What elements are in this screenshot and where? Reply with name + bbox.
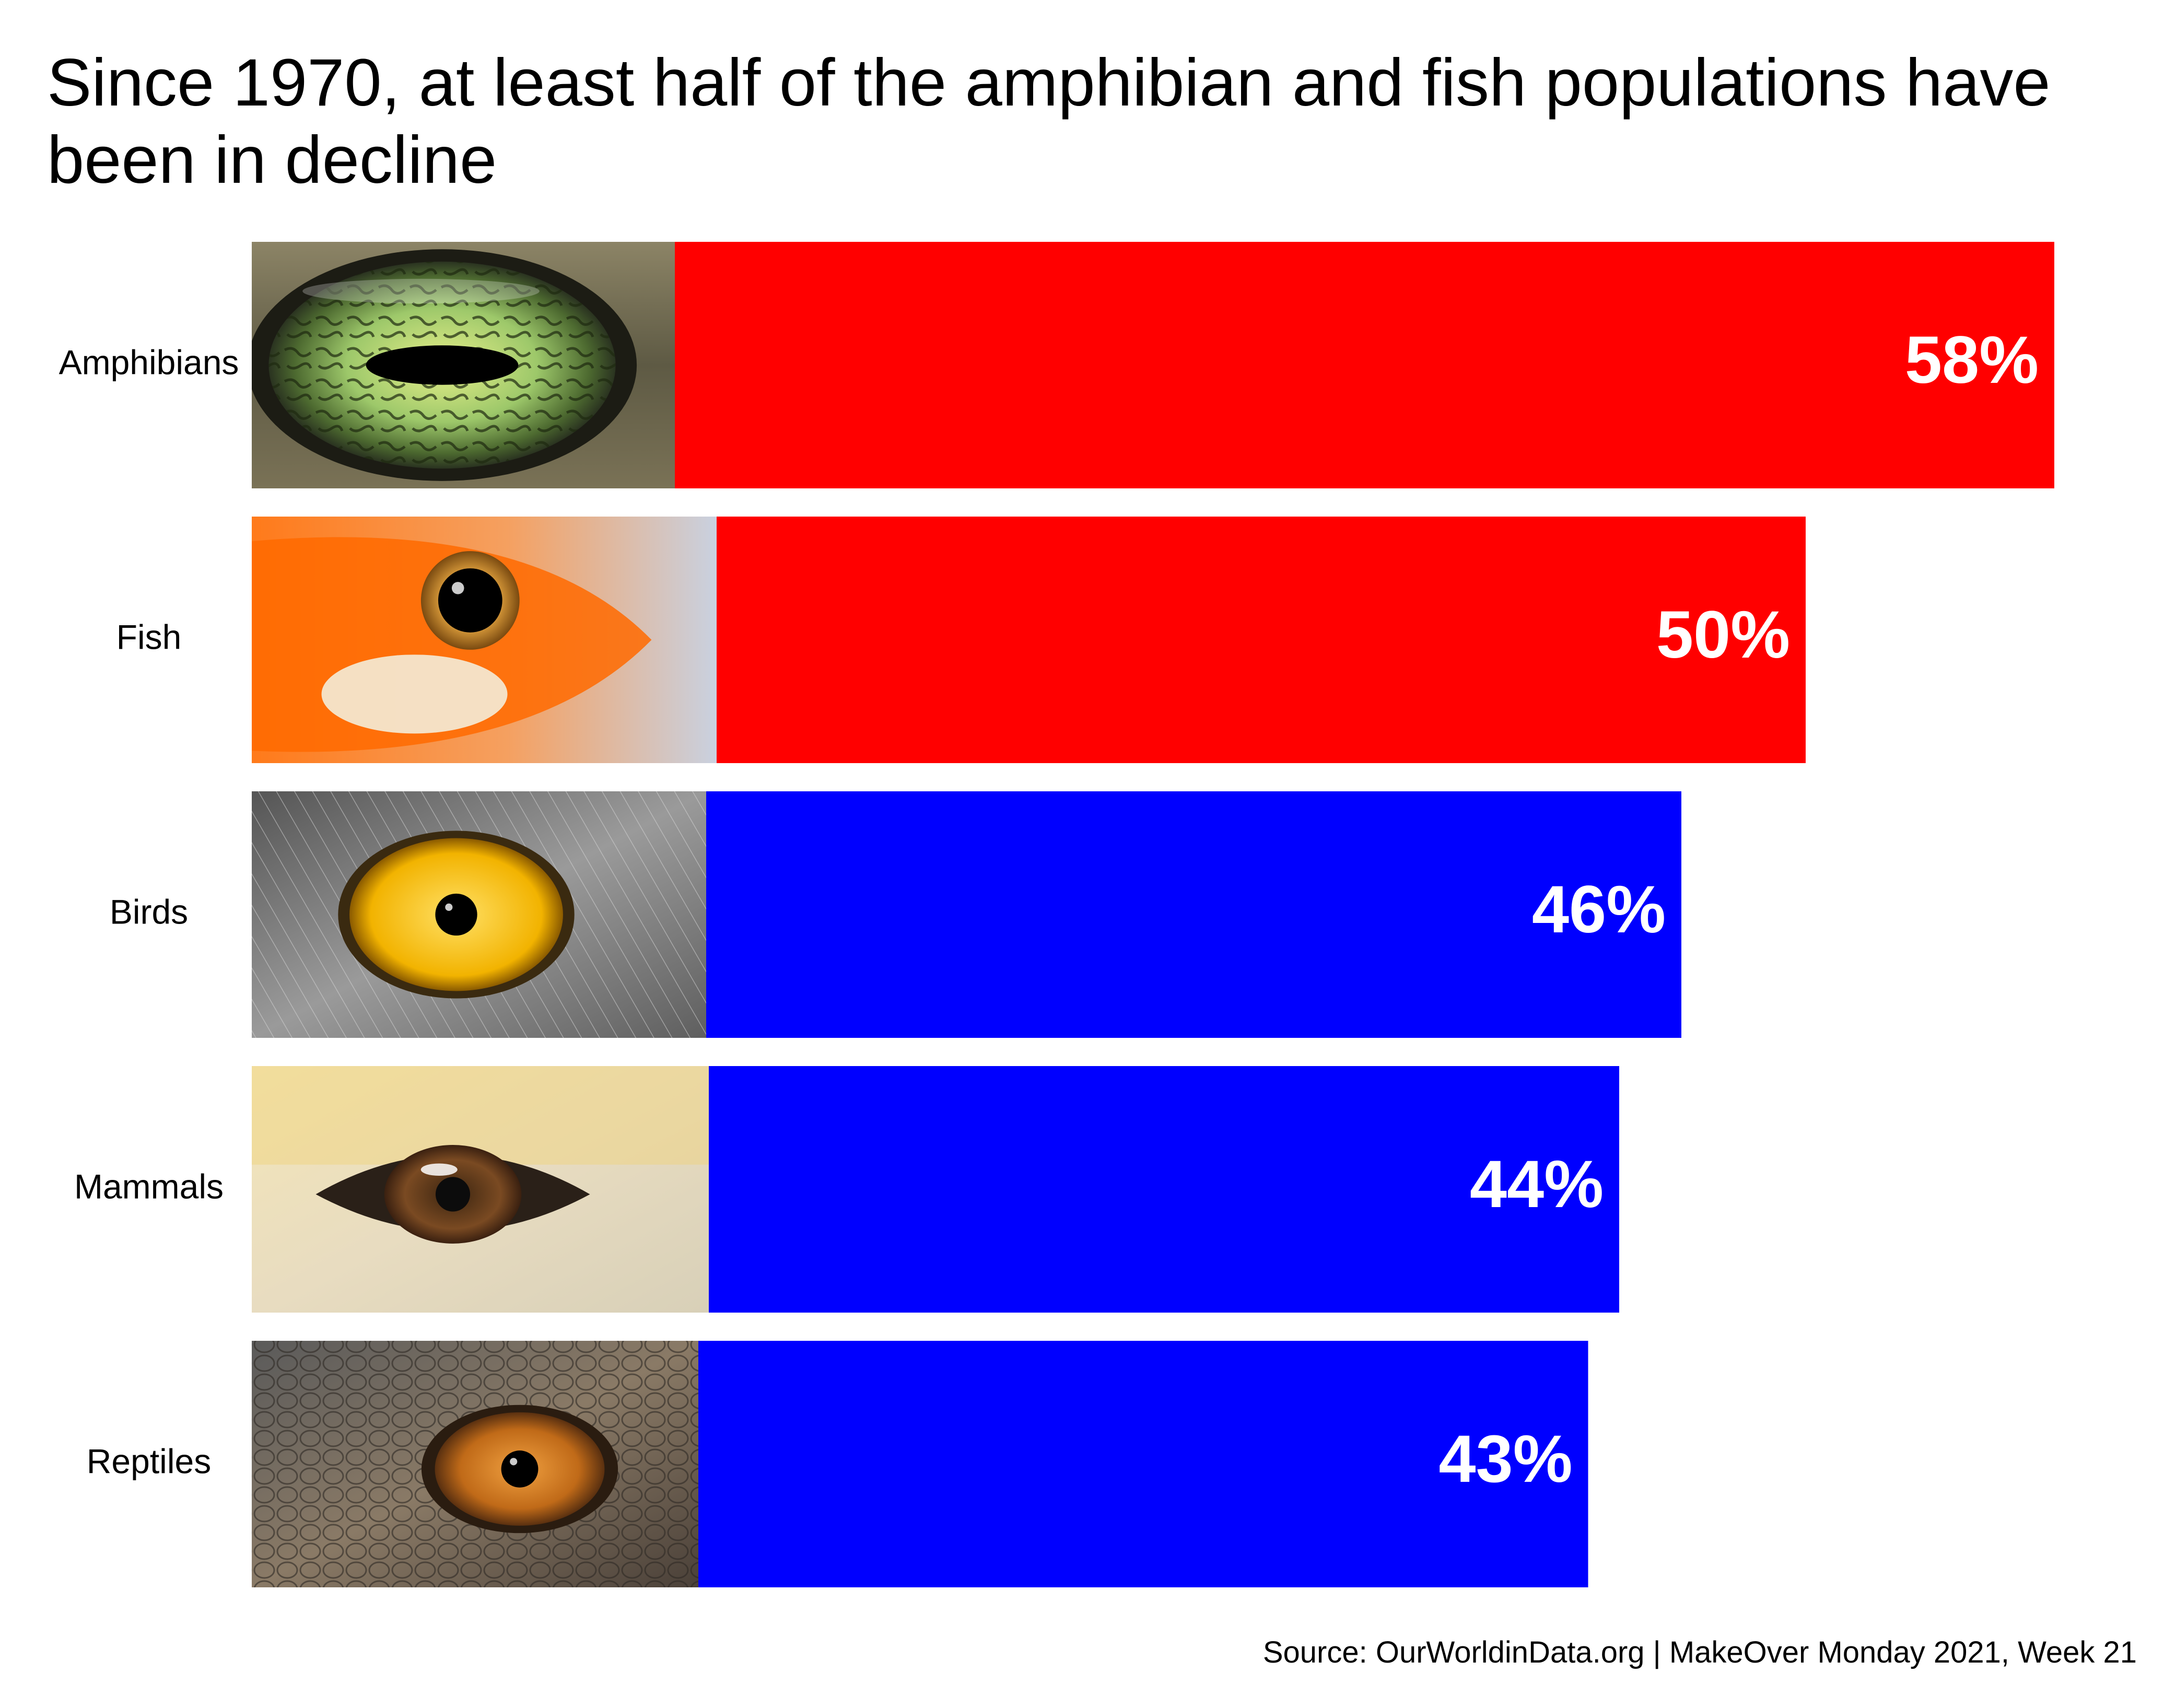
fish-eye-image (252, 517, 717, 763)
value-label-amphibians: 58% (1905, 323, 2039, 397)
category-label-reptiles: Reptiles (87, 1442, 211, 1480)
value-label-mammals: 44% (1470, 1147, 1604, 1222)
category-label-mammals: Mammals (74, 1167, 224, 1206)
bird-eye-image (252, 791, 706, 1038)
amphibian-eye-image (252, 242, 675, 488)
category-label-amphibians: Amphibians (59, 343, 239, 381)
category-label-birds: Birds (110, 892, 188, 931)
value-label-fish: 50% (1656, 598, 1790, 672)
value-label-reptiles: 43% (1438, 1422, 1572, 1496)
source-note: Source: OurWorldinData.org | MakeOver Mo… (1262, 1635, 2137, 1669)
reptile-eye-image (252, 1341, 698, 1587)
value-label-birds: 46% (1532, 872, 1666, 947)
mammal-eye-image (252, 1066, 709, 1313)
category-label-fish: Fish (116, 617, 182, 656)
chart-title: Since 1970, at least half of the amphibi… (47, 45, 2051, 197)
